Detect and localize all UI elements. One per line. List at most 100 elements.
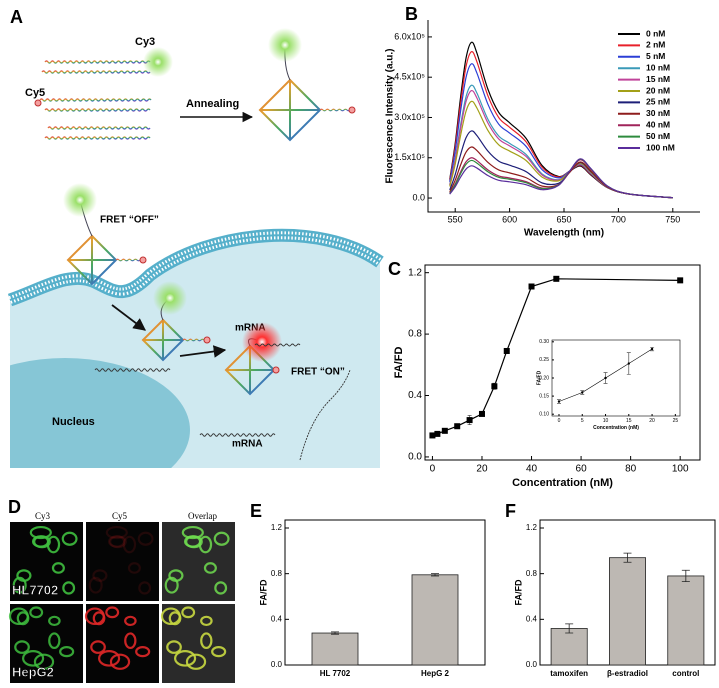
panel-label: E xyxy=(250,501,262,521)
cell xyxy=(213,531,230,546)
cy3-glow xyxy=(143,47,173,77)
y-tick-label: 4.5x10⁵ xyxy=(394,72,425,82)
cell xyxy=(166,640,182,654)
dna-strand xyxy=(39,98,152,102)
x-tick-label: 650 xyxy=(556,214,571,224)
cell xyxy=(48,615,61,627)
marker xyxy=(503,347,510,354)
x-tick-label: 15 xyxy=(626,418,632,424)
y-tick-label: 0.0 xyxy=(271,660,283,669)
legend-label: 0 nM xyxy=(646,28,665,38)
cell xyxy=(181,525,204,540)
chart: 0.0 1.5x10⁵ 3.0x10⁵ 4.5x10⁵ 6.0x10⁵ 550 600 650… xyxy=(385,20,700,238)
cell xyxy=(200,615,213,627)
membrane-core xyxy=(9,234,381,301)
arrow xyxy=(179,345,227,358)
micrograph xyxy=(162,604,235,683)
marker xyxy=(557,400,561,403)
y-axis-label: Fluorescence Intensity (a.u.) xyxy=(385,48,396,183)
cell xyxy=(105,606,120,619)
cy3-glow xyxy=(63,183,97,217)
cell xyxy=(214,581,228,595)
legend-label: 25 nM xyxy=(646,97,670,107)
linker xyxy=(182,338,208,342)
cell xyxy=(62,581,76,595)
y-tick-label: 0.4 xyxy=(526,614,538,623)
y-tick-label: 1.2 xyxy=(408,267,422,278)
legend-label: 2 nM xyxy=(646,40,665,50)
cell xyxy=(48,632,61,650)
linker xyxy=(115,258,144,262)
cell xyxy=(138,581,152,595)
dna-strand xyxy=(44,60,151,64)
cy5-dot xyxy=(139,256,147,264)
x-tick-label: 700 xyxy=(611,214,626,224)
cell xyxy=(51,562,65,574)
marker xyxy=(491,383,498,390)
x-tick-label: 750 xyxy=(665,214,680,224)
y-axis-label: FA/FD xyxy=(514,579,524,605)
y-tick-label: 1.2 xyxy=(271,523,283,532)
marker xyxy=(581,391,584,394)
marker xyxy=(604,376,607,380)
tetrahedron xyxy=(141,318,185,362)
x-tick-label: 600 xyxy=(502,214,517,224)
cy5-dot xyxy=(34,99,42,107)
x-tick-label: 0 xyxy=(430,464,436,475)
y-tick-label: 0.4 xyxy=(271,614,283,623)
error-bar xyxy=(623,552,632,563)
cell xyxy=(122,535,137,554)
x-axis-label: Concentration (nM) xyxy=(593,425,639,431)
legend-label: 10 nM xyxy=(646,62,670,72)
x-tick-label: 25 xyxy=(673,418,679,424)
cell xyxy=(203,562,217,574)
legend-label: 100 nM xyxy=(646,142,675,152)
y-tick-label: 0.0 xyxy=(412,192,425,202)
x-tick-label: control xyxy=(672,669,699,678)
tetrahedron xyxy=(66,234,118,286)
x-tick-label: 20 xyxy=(476,464,488,475)
panel-label: D xyxy=(8,497,21,517)
y-tick-label: 3.0x10⁵ xyxy=(394,112,425,122)
cell xyxy=(127,562,141,574)
y-axis-label: FA/FD xyxy=(259,579,269,605)
y-tick-label: 0.25 xyxy=(539,357,549,363)
cell xyxy=(90,640,106,654)
micrograph xyxy=(86,522,159,601)
marker xyxy=(434,430,441,437)
series-line xyxy=(449,158,673,199)
cell xyxy=(92,569,108,582)
cell xyxy=(109,653,131,670)
dna-strand xyxy=(41,70,151,74)
bar xyxy=(609,557,646,666)
error-bar xyxy=(565,623,574,634)
label-cy5: Cy5 xyxy=(25,87,45,99)
dna-strand xyxy=(44,136,151,140)
x-tick-label: HL 7702 xyxy=(320,669,351,678)
y-tick-label: 0.10 xyxy=(539,412,549,418)
cell xyxy=(22,650,45,667)
y-tick-label: 1.2 xyxy=(526,523,538,532)
chart: 0.10 0.15 0.20 0.25 0.30 0 5 10 15 20 25 Concentrat… xyxy=(536,339,681,431)
y-tick-label: 0.8 xyxy=(526,569,538,578)
cell xyxy=(59,646,75,658)
y-tick-label: 0.0 xyxy=(408,452,422,463)
cell xyxy=(8,607,29,626)
cell xyxy=(29,525,52,540)
row-label: HepG2 xyxy=(12,664,54,679)
row-label: HL7702 xyxy=(12,582,58,597)
cell xyxy=(124,632,137,650)
cell xyxy=(84,607,105,626)
cell xyxy=(14,640,30,654)
legend-label: 30 nM xyxy=(646,108,670,118)
series-line xyxy=(449,146,673,199)
bar xyxy=(550,628,588,666)
marker xyxy=(441,427,448,434)
cy5-dot xyxy=(272,366,280,374)
label-mrna: mRNA xyxy=(232,439,263,450)
cell xyxy=(164,576,179,594)
x-tick-label: 80 xyxy=(625,464,637,475)
marker xyxy=(553,275,560,282)
label-cy3: Cy3 xyxy=(135,36,155,48)
marker xyxy=(528,283,535,290)
